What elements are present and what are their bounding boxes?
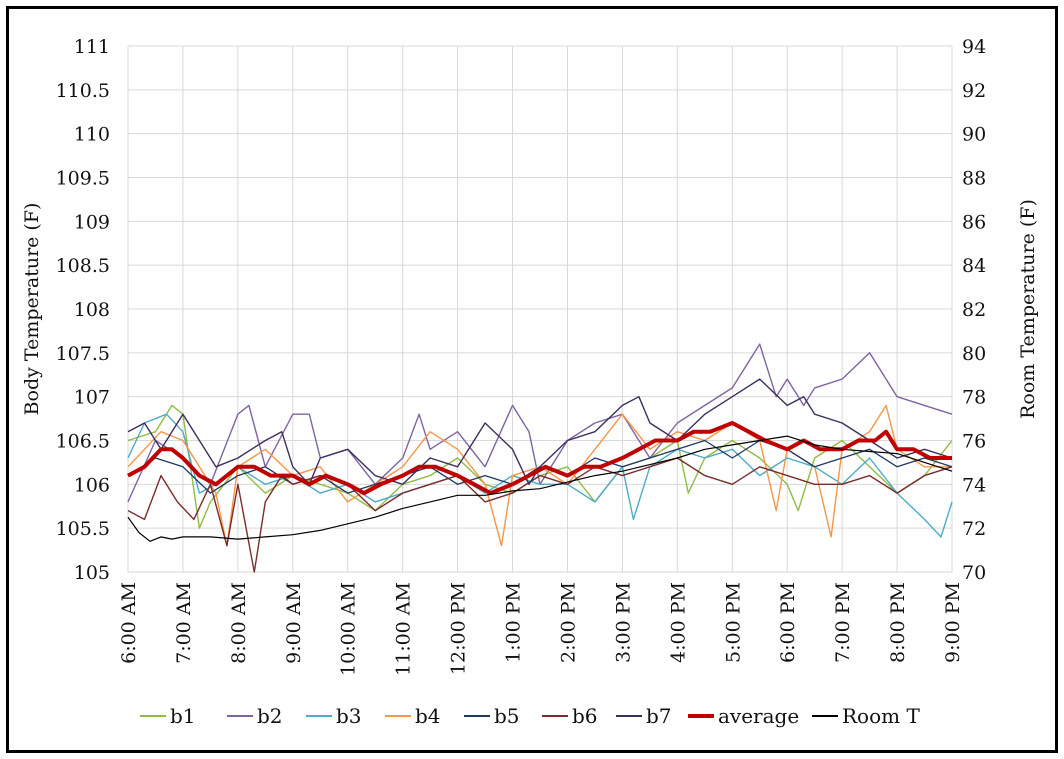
x-tick-label: 4:00 PM [667, 582, 689, 663]
y-tick-label: 108 [74, 299, 110, 321]
left-axis-title: Body Temperature (F) [21, 203, 43, 416]
x-tick-label: 1:00 PM [503, 582, 525, 663]
y-tick-label: 111 [74, 36, 110, 58]
y2-tick-label: 80 [962, 343, 986, 365]
y2-tick-label: 86 [962, 211, 986, 233]
x-tick-label: 7:00 PM [832, 582, 854, 663]
y2-tick-label: 92 [962, 80, 986, 102]
y-tick-label: 107 [74, 387, 110, 409]
y2-tick-label: 90 [962, 124, 986, 146]
y2-tick-label: 74 [962, 474, 986, 496]
left-axis-tick-labels: 111 110.5 110 109.5 109 108.5 108 107.5 107 106.5… [56, 36, 110, 584]
x-tick-label: 3:00 PM [612, 582, 634, 663]
chart-frame [6, 6, 1058, 753]
x-tick-label: 9:00 AM [283, 582, 305, 664]
legend-label: b4 [415, 704, 441, 728]
legend-label: b5 [494, 704, 520, 728]
x-tick-label: 7:00 AM [173, 582, 195, 664]
gridlines [127, 45, 953, 573]
legend-label: b6 [572, 704, 598, 728]
y-tick-label: 105 [74, 562, 110, 584]
x-tick-label: 8:00 AM [228, 582, 250, 664]
x-tick-label: 12:00 PM [448, 582, 470, 675]
legend-label: b1 [170, 704, 196, 728]
x-tick-label: 6:00 AM [118, 582, 140, 664]
y-tick-label: 110.5 [56, 80, 110, 102]
x-axis-tick-labels: 6:00 AM 7:00 AM 8:00 AM 9:00 AM 10:00 AM 11:0… [118, 582, 964, 676]
legend-label: b3 [336, 704, 362, 728]
legend-label: average [718, 704, 799, 728]
x-tick-label: 10:00 AM [338, 582, 360, 676]
y-tick-label: 108.5 [56, 255, 110, 277]
x-tick-label: 9:00 PM [942, 582, 964, 663]
y-tick-label: 109 [74, 211, 110, 233]
y2-tick-label: 84 [962, 255, 986, 277]
y2-tick-label: 88 [962, 168, 986, 190]
x-tick-label: 2:00 PM [557, 582, 579, 663]
y-tick-label: 106 [74, 474, 110, 496]
series-line-b7 [127, 378, 953, 485]
series-lines [127, 343, 953, 573]
x-tick-label: 6:00 PM [777, 582, 799, 663]
series-line-b6 [127, 457, 953, 573]
y2-tick-label: 82 [962, 299, 986, 321]
x-tick-label: 8:00 PM [887, 582, 909, 663]
right-axis-title: Room Temperature (F) [1017, 199, 1039, 419]
right-axis-tick-labels: 94 92 90 88 86 84 82 80 78 76 74 72 70 [962, 36, 986, 584]
x-tick-label: 11:00 AM [393, 582, 415, 676]
y2-tick-label: 70 [962, 562, 986, 584]
legend-label: Room T [842, 704, 920, 728]
y-tick-label: 106.5 [56, 431, 110, 453]
x-tick-label: 5:00 PM [722, 582, 744, 663]
y-tick-label: 107.5 [56, 343, 110, 365]
series-line-average [127, 421, 952, 496]
y2-tick-label: 94 [962, 36, 986, 58]
legend-label: b2 [257, 704, 283, 728]
y2-tick-label: 78 [962, 387, 986, 409]
legend-label: b7 [646, 704, 672, 728]
y2-tick-label: 76 [962, 431, 986, 453]
series-line-b2 [127, 343, 953, 503]
y2-tick-label: 72 [962, 518, 986, 540]
y-tick-label: 105.5 [56, 518, 110, 540]
legend: b1 b2 b3 b4 b5 b6 b7 average Room T [140, 704, 920, 728]
series-line-room-t [127, 435, 953, 542]
y-tick-label: 110 [74, 124, 110, 146]
y-tick-label: 109.5 [56, 168, 110, 190]
